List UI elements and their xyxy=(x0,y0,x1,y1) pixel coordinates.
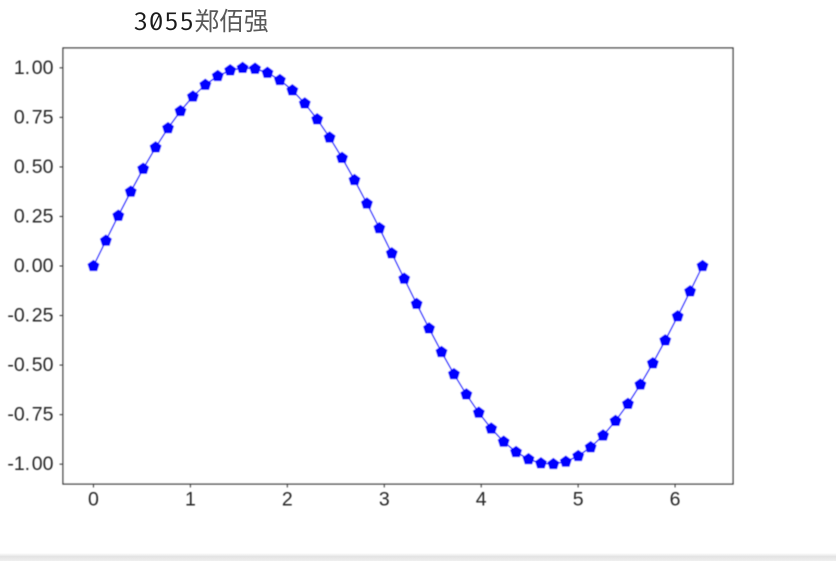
svg-text:6: 6 xyxy=(670,489,681,511)
svg-text:1.00: 1.00 xyxy=(14,57,54,79)
svg-text:0.50: 0.50 xyxy=(14,156,54,178)
svg-text:-1.00: -1.00 xyxy=(7,453,53,475)
svg-text:3: 3 xyxy=(379,489,390,511)
svg-text:-0.50: -0.50 xyxy=(7,354,53,376)
svg-text:-0.75: -0.75 xyxy=(7,404,53,426)
svg-text:0.75: 0.75 xyxy=(14,106,54,128)
svg-text:0.00: 0.00 xyxy=(14,255,54,277)
svg-text:2: 2 xyxy=(282,489,293,511)
svg-text:1: 1 xyxy=(185,489,196,511)
svg-text:0.25: 0.25 xyxy=(14,205,54,227)
svg-text:4: 4 xyxy=(476,489,487,511)
svg-text:-0.25: -0.25 xyxy=(7,305,53,327)
svg-text:5: 5 xyxy=(573,489,584,511)
svg-text:0: 0 xyxy=(88,489,99,511)
